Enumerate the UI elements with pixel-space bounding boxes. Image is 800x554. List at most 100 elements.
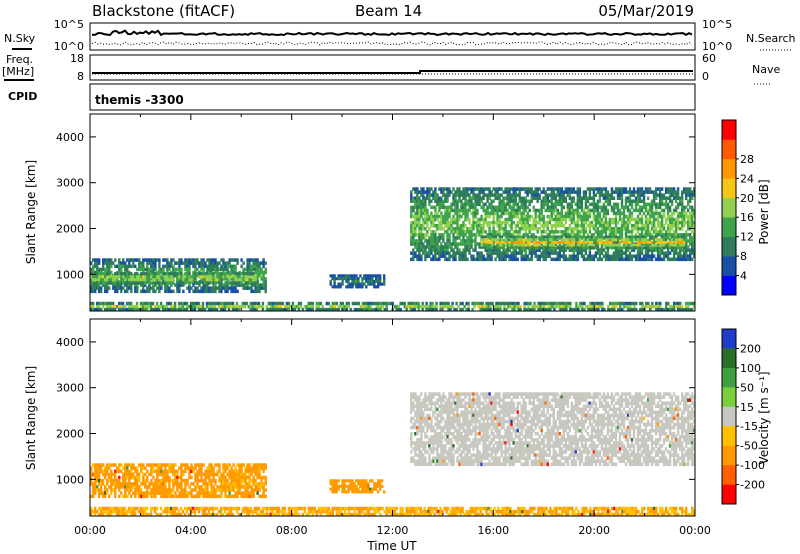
echo-cell bbox=[662, 236, 666, 240]
echo-cell bbox=[252, 275, 255, 279]
echo-cell bbox=[98, 469, 101, 474]
echo-cell bbox=[110, 478, 113, 483]
echo-cell bbox=[540, 205, 543, 210]
echo-cell bbox=[668, 236, 672, 240]
echo-cell bbox=[566, 193, 569, 197]
echo-cell bbox=[513, 304, 516, 309]
echo-cell bbox=[536, 190, 539, 194]
echo-cell bbox=[131, 307, 135, 312]
echo-cell bbox=[560, 211, 563, 216]
echo-cell bbox=[281, 301, 285, 306]
echo-cell bbox=[476, 196, 479, 200]
echo-cell bbox=[96, 278, 99, 282]
echo-cell bbox=[426, 239, 429, 243]
echo-cell bbox=[379, 282, 382, 286]
echo-cell bbox=[685, 214, 688, 219]
echo-cell bbox=[498, 251, 501, 255]
echo-cell bbox=[432, 190, 435, 194]
echo-cell bbox=[450, 220, 453, 225]
echo-cell bbox=[104, 283, 107, 287]
echo-cell bbox=[687, 307, 690, 312]
echo-cell bbox=[146, 485, 149, 489]
echo-cell bbox=[667, 301, 670, 306]
echo-cell bbox=[222, 270, 225, 275]
echo-cell bbox=[572, 248, 575, 252]
echo-cell bbox=[536, 257, 539, 262]
echo-cell bbox=[656, 257, 660, 262]
echo-cell bbox=[416, 245, 419, 249]
echo-cell bbox=[492, 199, 495, 203]
echo-cell bbox=[625, 304, 628, 309]
echo-cell bbox=[126, 488, 129, 492]
echo-cell bbox=[126, 258, 129, 262]
echo-cell bbox=[432, 242, 435, 246]
echo-cell bbox=[466, 217, 469, 222]
echo-cell bbox=[139, 307, 143, 312]
echo-cell bbox=[211, 301, 215, 306]
echo-cell bbox=[568, 214, 571, 219]
echo-cell bbox=[598, 230, 602, 234]
echo-cell bbox=[672, 248, 676, 252]
echo-cell bbox=[424, 248, 427, 252]
echo-cell bbox=[685, 220, 688, 225]
echo-cell bbox=[582, 211, 586, 216]
echo-cell bbox=[353, 274, 356, 278]
echo-cell bbox=[512, 205, 515, 210]
echo-cell bbox=[606, 193, 610, 197]
echo-cell bbox=[464, 242, 467, 246]
echo-cell bbox=[492, 246, 496, 250]
echo-cell bbox=[596, 246, 600, 250]
echo-cell bbox=[520, 251, 523, 255]
echo-cell bbox=[450, 227, 453, 231]
echo-cell bbox=[654, 205, 658, 210]
echo-cell bbox=[144, 289, 147, 294]
echo-cell bbox=[456, 233, 459, 237]
echo-cell bbox=[518, 208, 521, 213]
echo-cell bbox=[472, 248, 475, 252]
echo-cell bbox=[498, 254, 501, 258]
echo-cell bbox=[500, 243, 504, 247]
echo-cell bbox=[608, 199, 612, 203]
echo-cell bbox=[311, 301, 314, 306]
echo-cell bbox=[638, 220, 642, 225]
echo-cell bbox=[674, 227, 678, 231]
echo-cell bbox=[538, 243, 542, 247]
echo-cell bbox=[640, 217, 644, 222]
echo-cell bbox=[558, 251, 561, 255]
echo-cell bbox=[432, 230, 435, 234]
echo-cell bbox=[458, 233, 461, 237]
echo-cell bbox=[486, 246, 490, 250]
echo-cell bbox=[654, 217, 658, 222]
echo-cell bbox=[122, 258, 125, 262]
echo-cell bbox=[215, 307, 219, 312]
echo-cell bbox=[218, 275, 221, 279]
echo-cell bbox=[531, 307, 534, 312]
echo-cell bbox=[626, 217, 630, 222]
echo-cell bbox=[492, 220, 495, 225]
echo-cell bbox=[98, 475, 101, 480]
echo-cell bbox=[664, 254, 668, 258]
echo-cell bbox=[546, 248, 549, 252]
echo-cell bbox=[490, 254, 493, 258]
echo-cell bbox=[562, 254, 565, 258]
echo-cell bbox=[454, 251, 457, 255]
echo-cell bbox=[236, 281, 239, 285]
echo-cell bbox=[108, 301, 111, 306]
echo-cell bbox=[114, 491, 117, 495]
echo-cell bbox=[444, 196, 447, 200]
echo-cell bbox=[148, 281, 151, 285]
echo-cell bbox=[422, 190, 425, 194]
echo-cell bbox=[626, 248, 630, 252]
echo-cell bbox=[492, 193, 495, 197]
echo-cell bbox=[252, 280, 255, 284]
echo-cell bbox=[100, 289, 103, 294]
echo-cell bbox=[516, 251, 519, 255]
echo-cell bbox=[110, 475, 113, 480]
echo-cell bbox=[418, 230, 421, 234]
echo-cell bbox=[546, 193, 549, 197]
echo-cell bbox=[420, 199, 423, 203]
echo-cell bbox=[578, 190, 582, 194]
echo-cell bbox=[176, 261, 179, 265]
echo-cell bbox=[331, 304, 334, 309]
echo-cell bbox=[412, 227, 415, 231]
